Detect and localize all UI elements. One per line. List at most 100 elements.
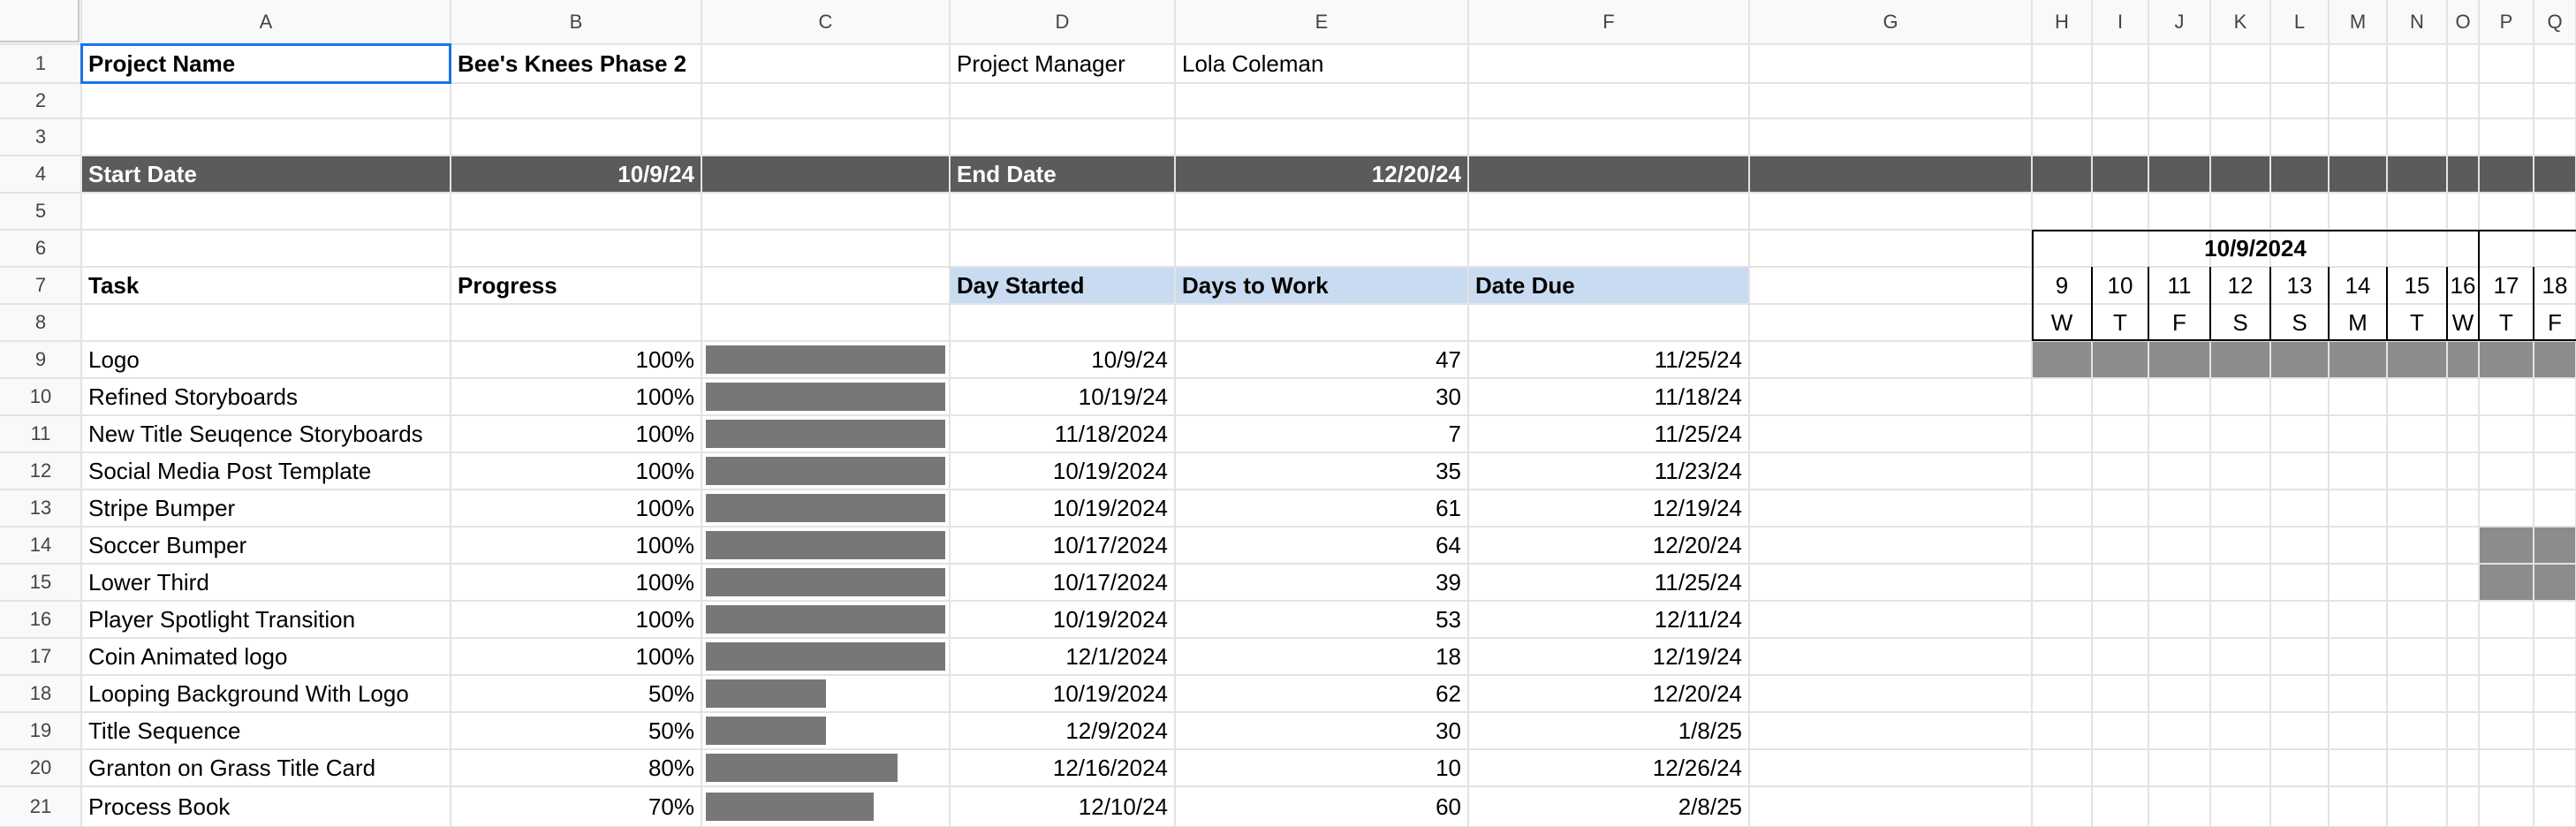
task-date-due[interactable]: 11/25/24 [1654, 421, 1742, 447]
column-header[interactable]: A [259, 11, 273, 33]
row-header[interactable]: 20 [29, 756, 52, 778]
row-header[interactable]: 5 [34, 200, 47, 222]
task-days-to-work[interactable]: 18 [1436, 643, 1461, 670]
task-day-started[interactable]: 12/1/2024 [1065, 643, 1168, 670]
column-header[interactable]: F [1602, 11, 1615, 33]
row-header[interactable]: 13 [29, 497, 52, 519]
task-name[interactable]: Player Spotlight Transition [88, 606, 356, 633]
task-date-due[interactable]: 12/19/24 [1652, 643, 1742, 670]
task-name[interactable]: Social Media Post Template [88, 458, 372, 484]
column-header[interactable]: B [569, 11, 583, 33]
row-header[interactable]: 16 [29, 608, 52, 630]
row-header[interactable]: 17 [29, 645, 52, 667]
task-date-due[interactable]: 11/18/24 [1654, 383, 1742, 410]
task-day-started[interactable]: 11/18/2024 [1054, 421, 1168, 447]
task-date-due[interactable]: 12/19/24 [1652, 495, 1742, 521]
task-name[interactable]: New Title Seuqence Storyboards [88, 421, 423, 447]
task-progress[interactable]: 100% [635, 421, 695, 447]
task-progress[interactable]: 50% [648, 717, 694, 744]
task-progress[interactable]: 100% [635, 458, 695, 484]
row-header[interactable]: 19 [29, 719, 52, 741]
date-due-header[interactable]: Date Due [1475, 272, 1575, 299]
task-date-due[interactable]: 11/23/24 [1654, 458, 1742, 484]
start-date-label[interactable]: Start Date [88, 161, 197, 187]
task-name[interactable]: Stripe Bumper [88, 495, 236, 521]
task-date-due[interactable]: 12/20/24 [1652, 532, 1742, 558]
task-progress[interactable]: 100% [635, 383, 695, 410]
days-to-work-header[interactable]: Days to Work [1182, 272, 1329, 299]
row-header[interactable]: 6 [34, 237, 47, 259]
task-date-due[interactable]: 1/8/25 [1678, 717, 1742, 744]
task-day-started[interactable]: 10/19/2024 [1052, 495, 1168, 521]
column-header[interactable]: Q [2547, 11, 2563, 33]
row-header[interactable]: 15 [29, 571, 52, 593]
task-day-started[interactable]: 12/10/24 [1078, 793, 1168, 820]
task-day-started[interactable]: 10/17/2024 [1052, 569, 1168, 596]
column-header[interactable]: H [2055, 11, 2069, 33]
row-header[interactable]: 8 [34, 311, 47, 333]
task-name[interactable]: Lower Third [88, 569, 209, 596]
column-header[interactable]: K [2233, 11, 2247, 33]
column-header[interactable]: I [2117, 11, 2124, 33]
row-header[interactable]: 12 [29, 459, 52, 482]
task-day-started[interactable]: 10/19/2024 [1052, 680, 1168, 707]
task-name[interactable]: Coin Animated logo [88, 643, 288, 670]
progress-header[interactable]: Progress [458, 272, 557, 299]
task-progress[interactable]: 70% [648, 793, 694, 820]
project-manager-label[interactable]: Project Manager [957, 50, 1125, 77]
task-days-to-work[interactable]: 30 [1436, 383, 1461, 410]
task-progress[interactable]: 50% [648, 680, 694, 707]
task-name[interactable]: Refined Storyboards [88, 383, 299, 410]
task-date-due[interactable]: 11/25/24 [1654, 569, 1742, 596]
task-day-started[interactable]: 10/9/24 [1091, 346, 1168, 373]
row-header[interactable]: 18 [29, 682, 52, 704]
row-header[interactable]: 2 [34, 89, 47, 111]
active-cell-selection[interactable] [80, 43, 451, 84]
task-progress[interactable]: 100% [635, 643, 695, 670]
task-name[interactable]: Logo [88, 346, 140, 373]
task-day-started[interactable]: 12/16/2024 [1052, 755, 1168, 781]
column-header[interactable]: E [1315, 11, 1329, 33]
row-header[interactable]: 21 [29, 795, 52, 817]
task-days-to-work[interactable]: 53 [1436, 606, 1461, 633]
task-days-to-work[interactable]: 30 [1436, 717, 1461, 744]
task-date-due[interactable]: 2/8/25 [1678, 793, 1742, 820]
column-header[interactable]: O [2455, 11, 2471, 33]
task-days-to-work[interactable]: 10 [1436, 755, 1461, 781]
task-name[interactable]: Title Sequence [88, 717, 241, 744]
row-header[interactable]: 7 [34, 274, 47, 296]
select-all-corner[interactable] [0, 0, 80, 42]
column-header[interactable]: N [2410, 11, 2424, 33]
column-header[interactable]: M [2349, 11, 2367, 33]
column-header[interactable]: L [2293, 11, 2306, 33]
row-header[interactable]: 4 [34, 163, 47, 185]
end-date-value[interactable]: 12/20/24 [1371, 161, 1461, 187]
day-started-header[interactable]: Day Started [957, 272, 1085, 299]
task-header[interactable]: Task [88, 272, 140, 299]
column-header[interactable]: P [2499, 11, 2513, 33]
row-header[interactable]: 1 [34, 52, 47, 74]
end-date-label[interactable]: End Date [957, 161, 1057, 187]
task-days-to-work[interactable]: 7 [1448, 421, 1461, 447]
task-days-to-work[interactable]: 39 [1436, 569, 1461, 596]
task-name[interactable]: Granton on Grass Title Card [88, 755, 376, 781]
task-day-started[interactable]: 10/19/24 [1078, 383, 1168, 410]
task-days-to-work[interactable]: 61 [1436, 495, 1461, 521]
task-day-started[interactable]: 10/19/2024 [1052, 606, 1168, 633]
task-name[interactable]: Soccer Bumper [88, 532, 247, 558]
row-header[interactable]: 9 [34, 348, 47, 370]
task-days-to-work[interactable]: 47 [1436, 346, 1461, 373]
project-name-value[interactable]: Bee's Knees Phase 2 [458, 50, 687, 77]
column-header[interactable]: C [818, 11, 833, 33]
column-header[interactable]: D [1055, 11, 1070, 33]
project-name-label[interactable]: Project Name [88, 50, 236, 77]
task-day-started[interactable]: 10/19/2024 [1052, 458, 1168, 484]
row-header[interactable]: 3 [34, 125, 47, 148]
task-date-due[interactable]: 12/11/24 [1654, 606, 1742, 633]
task-day-started[interactable]: 10/17/2024 [1052, 532, 1168, 558]
task-days-to-work[interactable]: 60 [1436, 793, 1461, 820]
task-date-due[interactable]: 12/20/24 [1652, 680, 1742, 707]
start-date-value[interactable]: 10/9/24 [617, 161, 694, 187]
row-header[interactable]: 10 [29, 385, 52, 407]
task-name[interactable]: Looping Background With Logo [88, 680, 409, 707]
